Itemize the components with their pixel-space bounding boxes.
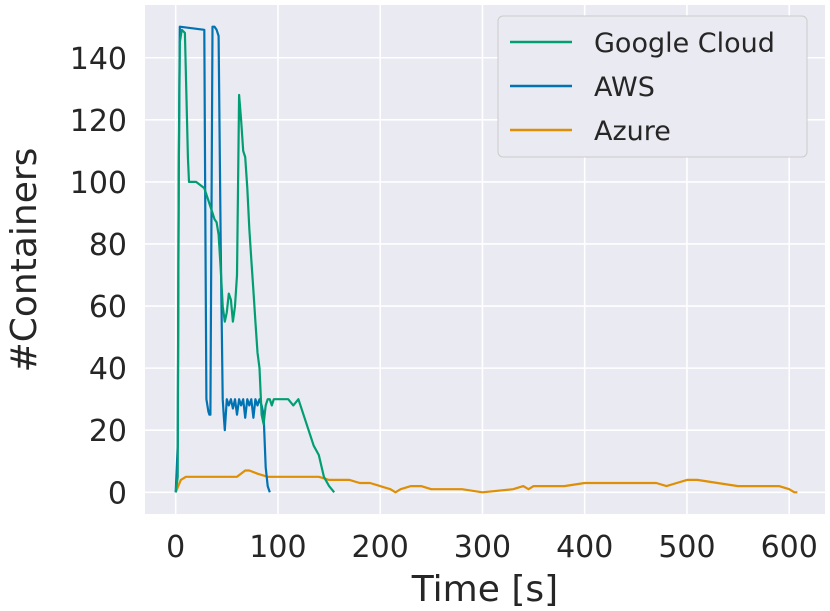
legend-label: Google Cloud <box>594 28 775 59</box>
y-tick-label: 0 <box>108 476 127 511</box>
y-tick-label: 20 <box>89 414 127 449</box>
series-layer <box>174 25 798 494</box>
grid-lines <box>145 5 825 514</box>
legend-label: AWS <box>594 72 655 103</box>
x-tick-label: 300 <box>454 530 511 565</box>
legend-box <box>497 15 808 158</box>
series-line-azure <box>174 469 798 494</box>
y-tick-label: 100 <box>70 166 127 201</box>
legend-label: Azure <box>594 116 671 147</box>
x-axis-title: Time [s] <box>411 569 558 610</box>
y-tick-label: 60 <box>89 290 127 325</box>
y-tick-label: 120 <box>70 104 127 139</box>
legend: Google Cloud AWS Azure <box>497 15 808 158</box>
y-tick-label: 140 <box>70 42 127 77</box>
y-tick-label: 40 <box>89 352 127 387</box>
y-tick-labels: 0 20 40 60 80 100 120 140 <box>70 42 127 512</box>
x-tick-label: 0 <box>166 530 185 565</box>
x-tick-labels: 0 100 200 300 400 500 600 <box>166 530 818 565</box>
x-tick-label: 200 <box>352 530 409 565</box>
series-line-aws <box>174 25 271 493</box>
x-tick-label: 400 <box>556 530 613 565</box>
x-tick-label: 600 <box>761 530 818 565</box>
y-axis-title: #Containers <box>4 148 45 373</box>
series-line-google-cloud <box>174 28 336 493</box>
x-tick-label: 500 <box>658 530 715 565</box>
x-tick-label: 100 <box>249 530 306 565</box>
y-tick-label: 80 <box>89 228 127 263</box>
legend-entries: Google Cloud AWS Azure <box>510 28 775 147</box>
